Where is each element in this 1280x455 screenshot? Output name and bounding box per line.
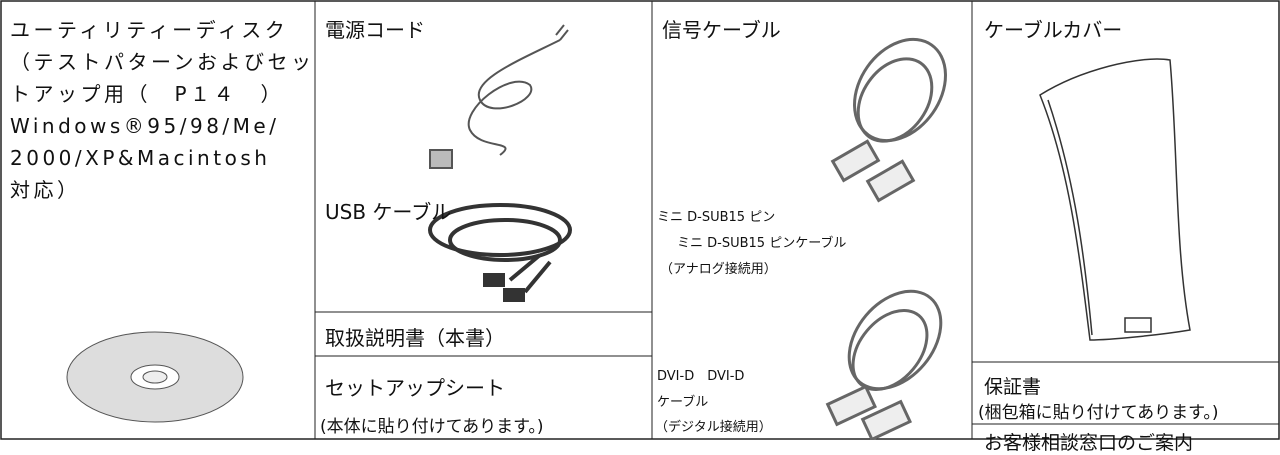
disk-line: トアップ用（ P１４ ） — [10, 82, 285, 106]
cable-note: （アナログ接続用） — [660, 262, 777, 277]
disk-line: ユーティリティーディスク — [10, 18, 289, 42]
item-label: ケーブルカバー — [984, 18, 1123, 42]
cable-note: ミニ D-SUB15 ピンケーブル — [677, 236, 847, 251]
item-label: 取扱説明書（本書） — [325, 326, 505, 350]
item-label: 電源コード — [325, 18, 425, 42]
usb-cable-illustration — [428, 203, 572, 302]
table-art — [0, 0, 1280, 440]
item-label: 保証書 — [984, 376, 1042, 398]
disk-line: 2000/XP&Macintosh — [10, 146, 271, 170]
item-note: (梱包箱に貼り付けてあります。) — [978, 403, 1219, 423]
cable-cover-illustration — [1039, 58, 1191, 341]
disk-line: 対応） — [10, 178, 81, 202]
disk-line: Windows®95/98/Me/ — [10, 114, 280, 138]
item-label: USB ケーブル — [325, 200, 452, 224]
dsub-cable-illustration — [830, 37, 947, 203]
cd-illustration — [66, 331, 244, 423]
cable-note: ミニ D-SUB15 ピン — [657, 210, 776, 225]
item-label: 信号ケーブル — [662, 18, 781, 42]
cable-note: DVI-D DVI-D — [657, 369, 745, 384]
disk-line: （テストパターンおよびセッ — [10, 50, 315, 74]
disk-text: ユーティリティーディスク （テストパターンおよびセッ トアップ用（ P１４ ） Win… — [10, 14, 315, 206]
power-cord-illustration — [429, 24, 569, 169]
dvi-cable-illustration — [825, 289, 943, 440]
cable-note: ケーブル — [657, 395, 709, 410]
table-border — [0, 0, 1280, 440]
item-note: (本体に貼り付けてあります。) — [320, 417, 544, 437]
item-label: お客様相談窓口のご案内 — [984, 432, 1194, 454]
item-label: セットアップシート — [325, 376, 505, 400]
cable-note: （デジタル接続用） — [655, 420, 772, 435]
